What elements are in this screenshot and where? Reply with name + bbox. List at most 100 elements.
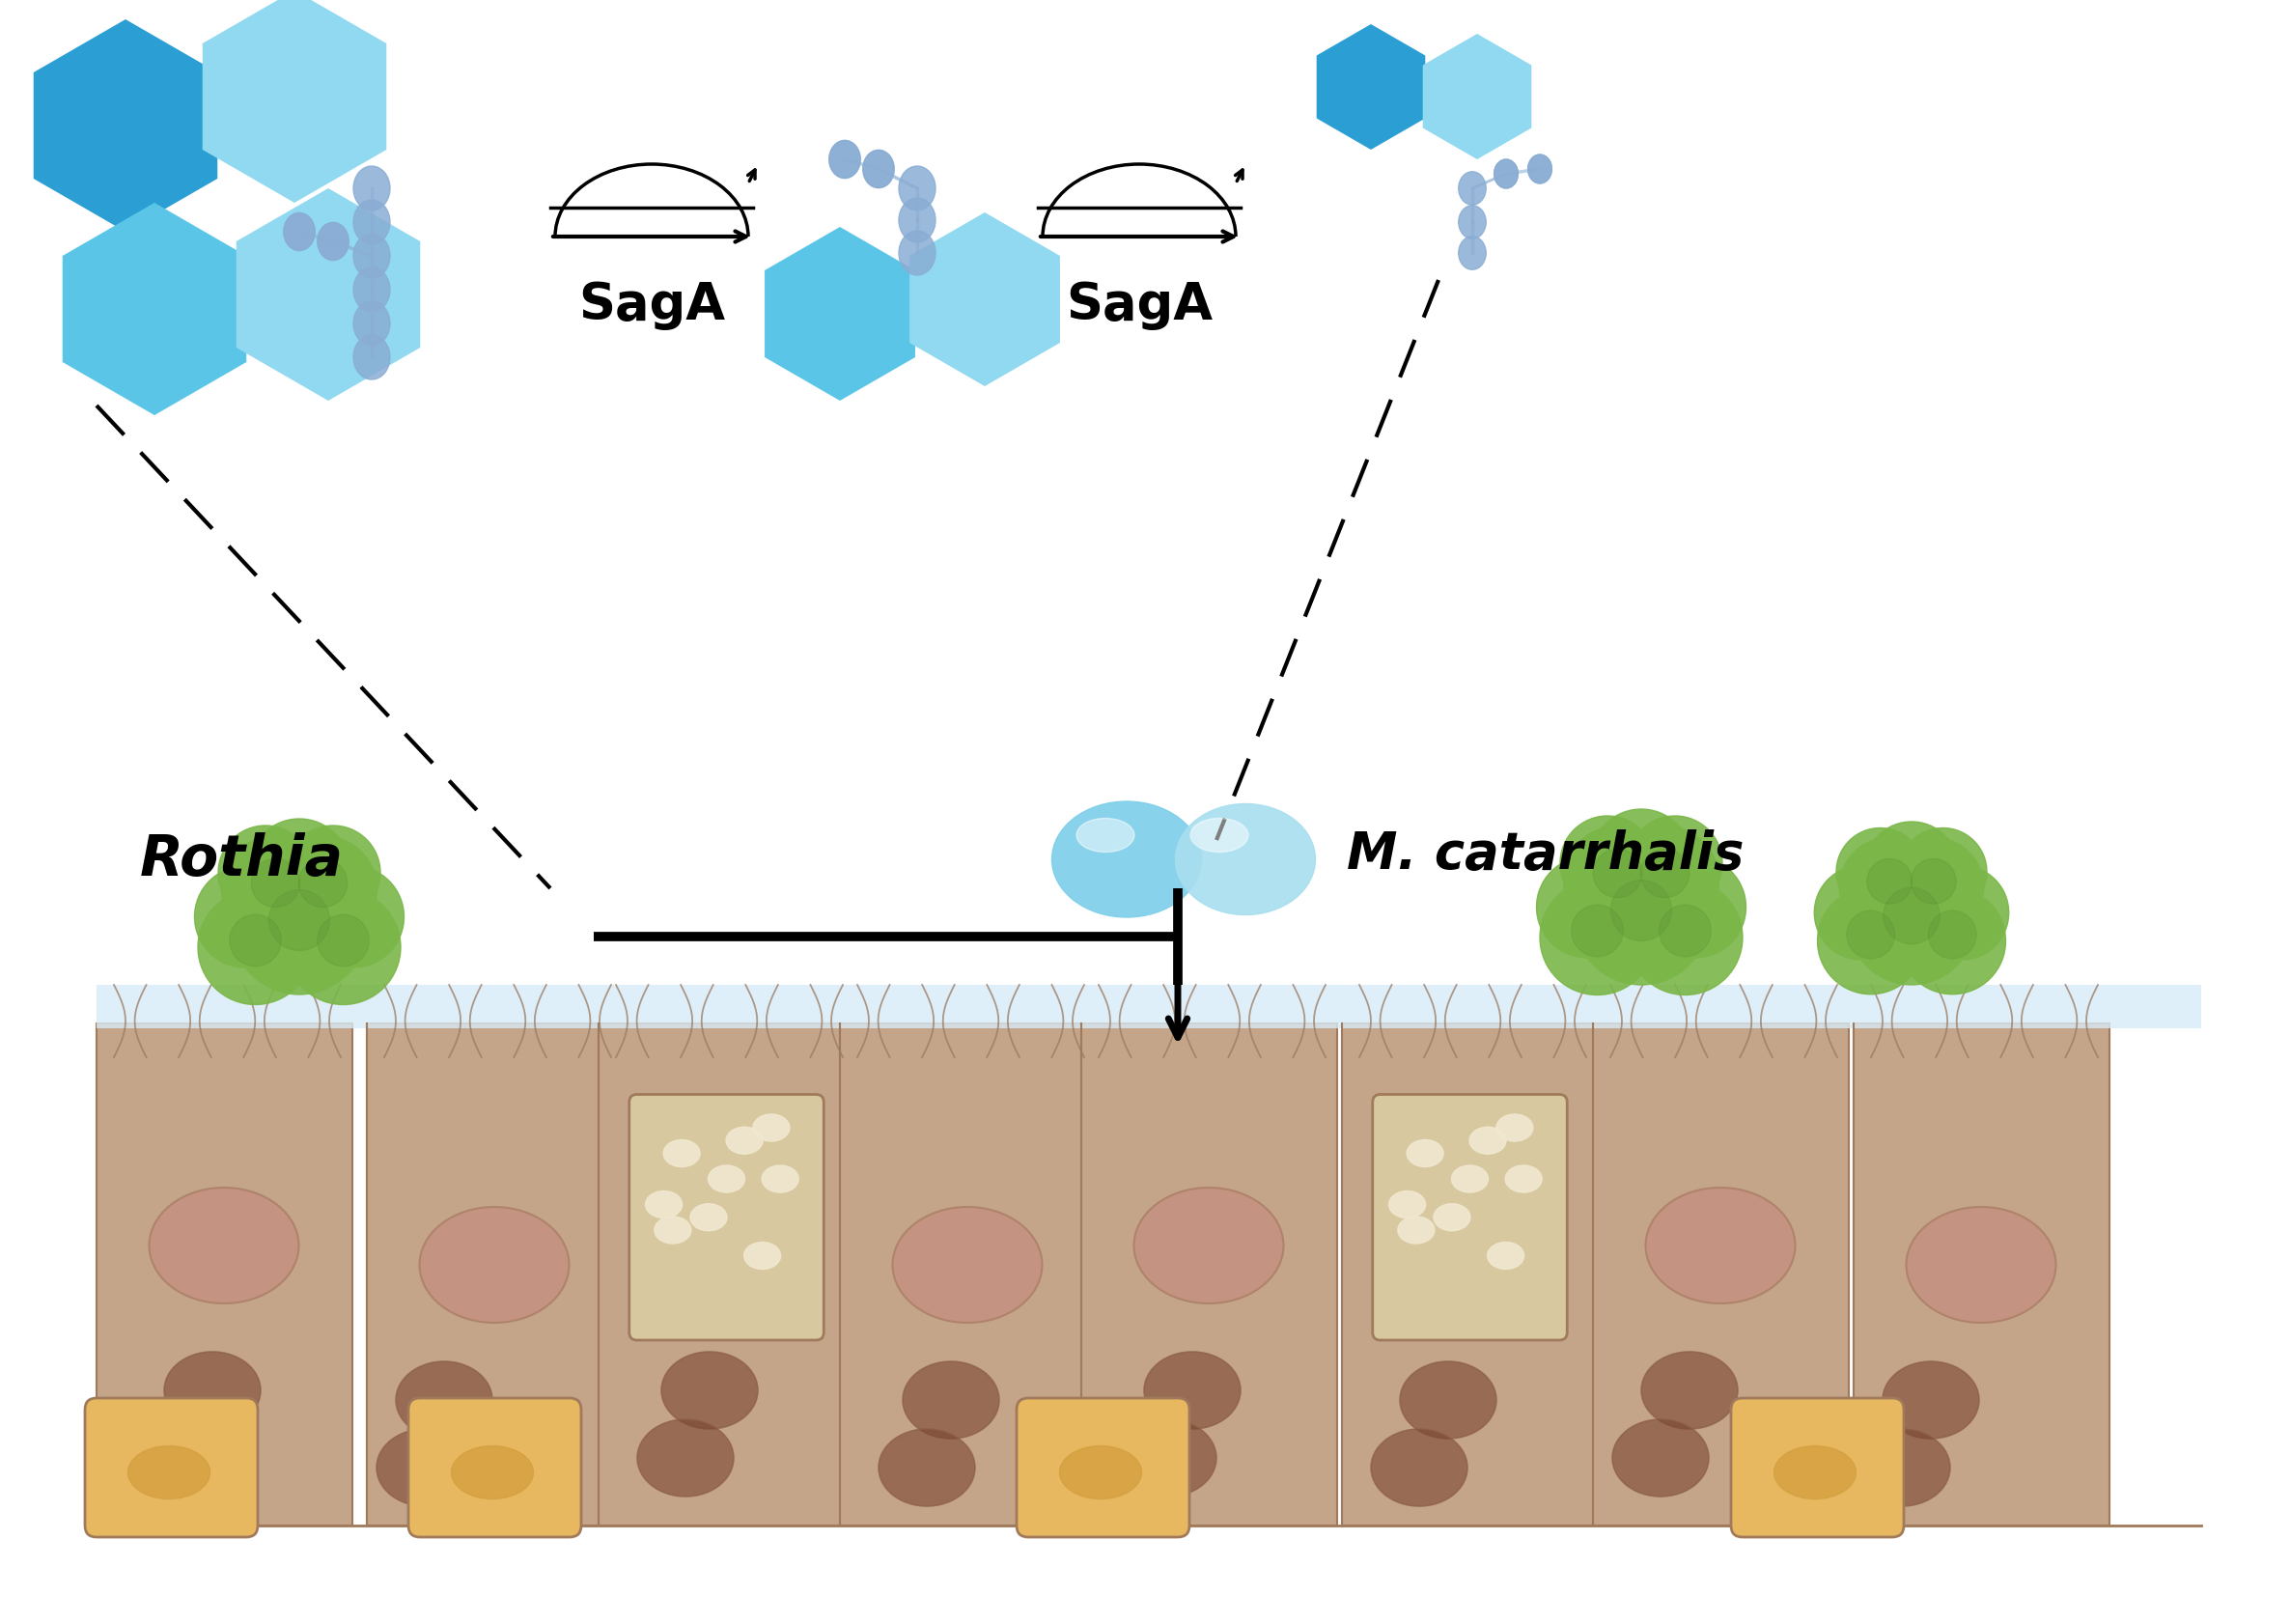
Circle shape: [1559, 815, 1656, 911]
FancyBboxPatch shape: [598, 1023, 854, 1525]
Ellipse shape: [1434, 1203, 1470, 1231]
Circle shape: [1839, 838, 1940, 937]
Ellipse shape: [1486, 1242, 1525, 1270]
Text: M. catarrhalis: M. catarrhalis: [1347, 830, 1745, 880]
Circle shape: [250, 818, 350, 921]
Circle shape: [1866, 859, 1912, 905]
Circle shape: [268, 890, 330, 950]
Circle shape: [1644, 856, 1745, 958]
Ellipse shape: [1388, 1190, 1427, 1218]
Circle shape: [1640, 849, 1690, 898]
Ellipse shape: [353, 234, 389, 278]
Ellipse shape: [708, 1166, 744, 1192]
Ellipse shape: [353, 268, 389, 312]
Ellipse shape: [1191, 818, 1248, 853]
Ellipse shape: [1527, 154, 1553, 184]
FancyBboxPatch shape: [366, 1023, 623, 1525]
Circle shape: [229, 914, 282, 966]
Circle shape: [1837, 828, 1924, 916]
Circle shape: [1573, 849, 1708, 984]
Ellipse shape: [419, 1207, 570, 1324]
Circle shape: [1571, 905, 1624, 957]
Polygon shape: [1317, 24, 1424, 149]
FancyBboxPatch shape: [1731, 1398, 1903, 1536]
Ellipse shape: [1905, 1207, 2056, 1324]
Circle shape: [1818, 888, 1924, 994]
Bar: [96, 984, 2201, 1028]
Ellipse shape: [353, 300, 389, 346]
Ellipse shape: [646, 1190, 682, 1218]
Ellipse shape: [898, 198, 937, 242]
FancyBboxPatch shape: [1594, 1023, 1848, 1525]
Ellipse shape: [763, 1166, 799, 1192]
FancyBboxPatch shape: [630, 1095, 824, 1340]
Ellipse shape: [898, 231, 937, 274]
Circle shape: [1537, 856, 1637, 958]
Circle shape: [298, 859, 348, 908]
Ellipse shape: [1134, 1187, 1282, 1304]
Ellipse shape: [165, 1351, 261, 1429]
Circle shape: [231, 859, 366, 994]
Ellipse shape: [128, 1445, 211, 1499]
Circle shape: [1592, 809, 1692, 911]
Circle shape: [1628, 815, 1722, 911]
Text: SagA: SagA: [579, 279, 726, 330]
Polygon shape: [202, 0, 387, 203]
Ellipse shape: [1406, 1140, 1443, 1166]
Circle shape: [268, 836, 378, 944]
Text: Rothia: Rothia: [140, 831, 344, 887]
Ellipse shape: [879, 1429, 976, 1505]
Ellipse shape: [284, 213, 314, 250]
Ellipse shape: [1372, 1429, 1468, 1505]
Ellipse shape: [284, 213, 314, 250]
Circle shape: [1628, 880, 1743, 996]
Ellipse shape: [1397, 1216, 1434, 1244]
Circle shape: [1928, 911, 1976, 958]
Ellipse shape: [1493, 159, 1518, 188]
Circle shape: [1594, 849, 1642, 898]
Ellipse shape: [655, 1216, 692, 1244]
FancyBboxPatch shape: [1081, 1023, 1337, 1525]
Ellipse shape: [149, 1187, 298, 1304]
Ellipse shape: [689, 1203, 726, 1231]
Ellipse shape: [1612, 1419, 1708, 1497]
Circle shape: [1910, 859, 1956, 905]
Circle shape: [1914, 866, 2008, 960]
Ellipse shape: [135, 1419, 231, 1497]
Ellipse shape: [1470, 1127, 1507, 1155]
Circle shape: [1882, 888, 1940, 944]
Ellipse shape: [1051, 801, 1202, 918]
Ellipse shape: [863, 149, 893, 188]
Ellipse shape: [863, 149, 893, 188]
Circle shape: [302, 866, 403, 968]
Circle shape: [1610, 827, 1720, 934]
Ellipse shape: [1493, 159, 1518, 188]
Ellipse shape: [1527, 154, 1553, 184]
Ellipse shape: [318, 222, 348, 260]
Circle shape: [252, 859, 300, 908]
Circle shape: [1610, 880, 1672, 940]
FancyBboxPatch shape: [1372, 1095, 1566, 1340]
Circle shape: [1539, 880, 1656, 996]
Circle shape: [1864, 822, 1958, 916]
Ellipse shape: [451, 1445, 534, 1499]
Ellipse shape: [1495, 1114, 1532, 1142]
Polygon shape: [34, 19, 218, 232]
Polygon shape: [1422, 34, 1532, 159]
Ellipse shape: [353, 200, 389, 244]
Polygon shape: [765, 227, 916, 401]
Ellipse shape: [1399, 1361, 1495, 1439]
Ellipse shape: [829, 140, 861, 179]
Polygon shape: [62, 203, 247, 416]
Ellipse shape: [376, 1429, 474, 1505]
Ellipse shape: [664, 1140, 701, 1166]
Ellipse shape: [898, 166, 937, 211]
Circle shape: [1898, 888, 2006, 994]
Text: SagA: SagA: [1065, 279, 1214, 330]
Ellipse shape: [1647, 1187, 1795, 1304]
FancyBboxPatch shape: [840, 1023, 1095, 1525]
Polygon shape: [236, 188, 421, 401]
Circle shape: [222, 836, 330, 944]
Circle shape: [1660, 905, 1711, 957]
Ellipse shape: [353, 335, 389, 380]
